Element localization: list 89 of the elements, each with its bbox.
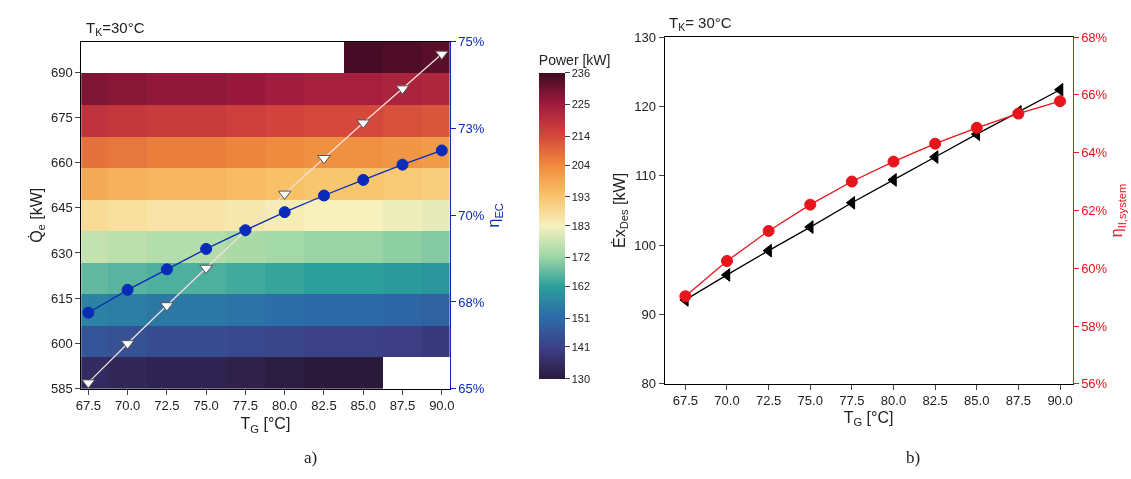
y2-tick-label: 60% — [1081, 260, 1108, 276]
x-tick-label: 75.0 — [797, 393, 823, 409]
y2-tick-label: 75% — [458, 34, 485, 50]
point — [199, 264, 213, 275]
point — [762, 224, 775, 237]
color-bar-label: 183 — [571, 219, 591, 232]
y2-tick-label: 64% — [1081, 145, 1108, 161]
point — [720, 268, 731, 282]
y-tick-label: 585 — [50, 381, 73, 397]
point — [160, 263, 173, 276]
y2-tick-label: 70% — [458, 207, 485, 223]
x-tick-label: 67.5 — [75, 398, 101, 414]
y2-tick-label: 73% — [458, 121, 485, 137]
point — [435, 144, 448, 157]
point — [396, 158, 409, 171]
x-tick-label: 70.0 — [714, 393, 740, 409]
color-bar-label: 172 — [571, 251, 591, 264]
y-tick-label: 100 — [634, 237, 656, 253]
color-bar-label: 214 — [571, 130, 591, 143]
point — [317, 155, 331, 165]
point — [200, 242, 213, 255]
point — [1054, 95, 1067, 108]
text: b) — [906, 448, 921, 467]
point — [160, 302, 174, 312]
x-tick-label: 77.5 — [839, 393, 865, 409]
color-bar-label: 225 — [571, 98, 591, 111]
point — [357, 173, 370, 186]
color-bar-label: 204 — [571, 158, 591, 171]
point — [804, 198, 817, 211]
x-tick-label: 77.5 — [232, 398, 259, 414]
chart-title: T$_{K}$= 30°C — [669, 14, 732, 34]
y2-tick-label: 68% — [1081, 29, 1108, 45]
x-tick-label: 70.0 — [114, 398, 141, 414]
point — [679, 290, 692, 303]
color-bar-title: Power [kW] — [538, 52, 611, 69]
y-tick-label: 660 — [50, 155, 73, 171]
x-tick-label: 87.5 — [1005, 393, 1032, 409]
y2-tick-label: 62% — [1081, 202, 1108, 218]
point — [804, 220, 814, 234]
color-bar-label: 193 — [571, 190, 591, 203]
chart-title: T$_{K}$=30°C — [86, 19, 145, 39]
y2-tick-label: 58% — [1081, 318, 1108, 334]
y-tick-label: 90 — [641, 307, 656, 323]
x-axis-title: T$_{G}$ [°C] — [240, 415, 291, 435]
y2-tick-label: 56% — [1081, 376, 1108, 392]
point — [929, 150, 939, 164]
point — [887, 173, 897, 187]
x-axis-title: T$_{G}$ [°C] — [843, 409, 894, 429]
x-tick-label: 80.0 — [272, 398, 298, 414]
x-tick-label: 85.0 — [964, 393, 990, 409]
x-tick-label: 87.5 — [389, 398, 416, 414]
x-tick-label: 82.5 — [922, 393, 948, 409]
point — [278, 206, 291, 219]
x-tick-label: 72.5 — [154, 398, 180, 414]
x-tick-label: 75.0 — [193, 398, 219, 414]
y2-tick-label: 66% — [1081, 87, 1108, 103]
y-tick-label: 615 — [50, 290, 73, 306]
color-bar-label: 162 — [571, 280, 591, 293]
y2-tick-label: 68% — [458, 294, 485, 310]
x-tick-label: 85.0 — [350, 398, 376, 414]
x-tick-label: 90.0 — [429, 398, 455, 414]
color-bar-label: 151 — [571, 311, 591, 324]
y-tick-label: 120 — [634, 98, 656, 114]
x-tick-label: 82.5 — [311, 398, 337, 414]
y-tick-label: 675 — [50, 109, 73, 125]
y-tick-label: 630 — [50, 245, 73, 261]
point — [929, 137, 942, 150]
point — [82, 306, 95, 319]
color-bar-label: 141 — [571, 340, 591, 353]
x-tick-label: 80.0 — [880, 393, 907, 409]
text: a) — [304, 448, 318, 467]
y2-tick-label: 65% — [458, 381, 485, 397]
point — [317, 189, 330, 202]
point — [845, 195, 856, 210]
x-tick-label: 72.5 — [755, 393, 782, 409]
y-tick-label: 645 — [50, 200, 73, 216]
color-bar-label: 130 — [571, 372, 591, 385]
point — [970, 121, 983, 134]
point — [121, 283, 134, 296]
x-tick-label: 90.0 — [1047, 393, 1073, 409]
y-tick-label: 690 — [50, 64, 73, 80]
point — [845, 175, 858, 188]
point — [720, 255, 733, 267]
y-tick-label: 80 — [641, 376, 656, 392]
y-tick-label: 130 — [634, 29, 656, 45]
y-tick-label: 110 — [635, 168, 656, 184]
x-tick-label: 67.5 — [672, 393, 699, 409]
y-tick-label: 600 — [50, 335, 73, 351]
point — [887, 155, 900, 168]
